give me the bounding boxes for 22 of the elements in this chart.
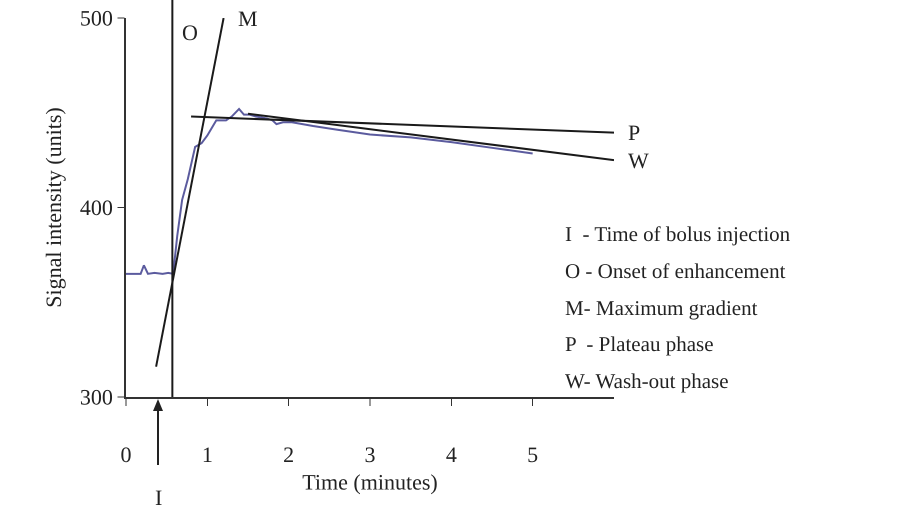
y-tick-label: 500: [80, 6, 113, 31]
text: I: [155, 485, 162, 510]
series-label: P: [628, 120, 640, 145]
x-tick-label: 1: [202, 442, 213, 468]
x-tick-label: 4: [446, 442, 457, 468]
annotation: O - Onset of enhancement: [565, 259, 786, 283]
series-label: M: [238, 6, 258, 31]
line-series: [126, 108, 534, 275]
y-tick-label: 400: [80, 195, 113, 220]
annotation: W- Wash-out phase: [565, 369, 729, 393]
x-tick-label: 3: [364, 442, 376, 468]
annotation: P - Plateau phase: [565, 332, 714, 356]
annotation: I - Time of bolus injection: [565, 222, 791, 246]
y-tick-label: 300: [80, 384, 113, 410]
series-label: W: [628, 148, 649, 173]
x-tick-label: 0: [120, 442, 132, 468]
y-axis-title: Signal intensity (units): [41, 107, 66, 308]
x-axis-title: Time (minutes): [302, 470, 438, 495]
x-tick-label: 2: [283, 442, 294, 468]
ref-line-label: O: [182, 20, 198, 45]
x-tick-label: 5: [527, 442, 538, 468]
annotation: M- Maximum gradient: [565, 296, 758, 320]
